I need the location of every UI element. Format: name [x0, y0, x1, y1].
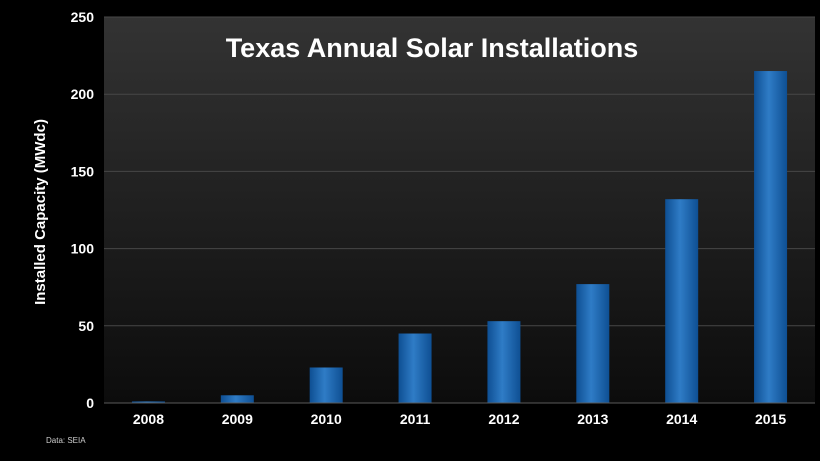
plot-area-background [104, 17, 815, 403]
x-tick-label-2013: 2013 [577, 411, 608, 427]
y-axis-title: Installed Capacity (MWdc) [32, 119, 49, 305]
x-tick-label-2011: 2011 [400, 411, 431, 427]
bar-2015 [754, 71, 788, 403]
bar-2008 [131, 401, 165, 403]
y-tick-label-100: 100 [71, 241, 95, 257]
y-tick-label-50: 50 [78, 318, 94, 334]
y-tick-label-0: 0 [86, 395, 94, 411]
chart-title: Texas Annual Solar Installations [226, 33, 639, 63]
y-tick-label-150: 150 [71, 163, 95, 179]
y-axis-ticks: 0 50 100 150 200 250 [71, 9, 95, 411]
x-tick-label-2012: 2012 [488, 411, 519, 427]
bar-2010 [309, 367, 343, 403]
x-tick-label-2008: 2008 [133, 411, 164, 427]
x-axis-ticks: 2008 2009 2010 2011 2012 2013 2014 2015 [133, 411, 786, 427]
x-tick-label-2015: 2015 [755, 411, 786, 427]
y-tick-label-200: 200 [71, 86, 95, 102]
bars [131, 71, 788, 403]
x-tick-label-2014: 2014 [666, 411, 697, 427]
bar-2011 [398, 333, 432, 403]
y-tick-label-250: 250 [71, 9, 95, 25]
bar-2009 [220, 395, 254, 403]
bar-2014 [665, 199, 699, 403]
bar-2012 [487, 321, 521, 403]
bar-2013 [576, 284, 610, 403]
source-note: Data: SEIA [46, 436, 86, 445]
x-tick-label-2010: 2010 [311, 411, 342, 427]
x-tick-label-2009: 2009 [222, 411, 253, 427]
